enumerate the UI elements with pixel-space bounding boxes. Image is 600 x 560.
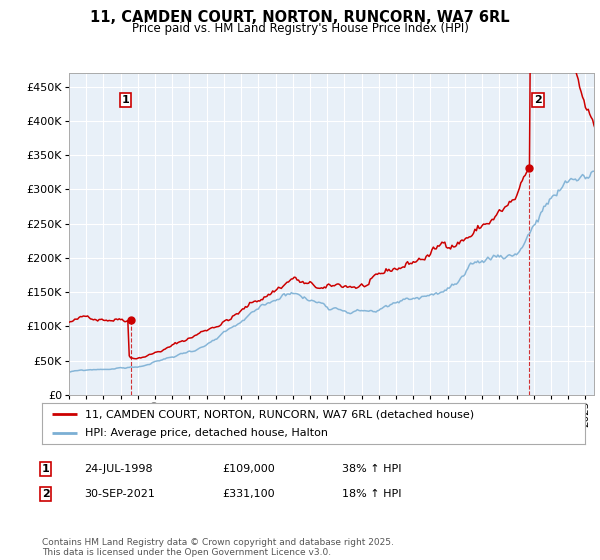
Text: HPI: Average price, detached house, Halton: HPI: Average price, detached house, Halt… (85, 428, 328, 437)
Text: 11, CAMDEN COURT, NORTON, RUNCORN, WA7 6RL: 11, CAMDEN COURT, NORTON, RUNCORN, WA7 6… (90, 10, 510, 25)
Text: 1: 1 (122, 95, 130, 105)
Text: £331,100: £331,100 (222, 489, 275, 499)
Text: 30-SEP-2021: 30-SEP-2021 (84, 489, 155, 499)
Text: Price paid vs. HM Land Registry's House Price Index (HPI): Price paid vs. HM Land Registry's House … (131, 22, 469, 35)
Text: 11, CAMDEN COURT, NORTON, RUNCORN, WA7 6RL (detached house): 11, CAMDEN COURT, NORTON, RUNCORN, WA7 6… (85, 409, 475, 419)
Text: 2: 2 (534, 95, 542, 105)
Text: £109,000: £109,000 (222, 464, 275, 474)
Text: 18% ↑ HPI: 18% ↑ HPI (342, 489, 401, 499)
Text: 1: 1 (42, 464, 49, 474)
Text: 24-JUL-1998: 24-JUL-1998 (84, 464, 152, 474)
Text: 2: 2 (42, 489, 49, 499)
Text: Contains HM Land Registry data © Crown copyright and database right 2025.
This d: Contains HM Land Registry data © Crown c… (42, 538, 394, 557)
Text: 38% ↑ HPI: 38% ↑ HPI (342, 464, 401, 474)
